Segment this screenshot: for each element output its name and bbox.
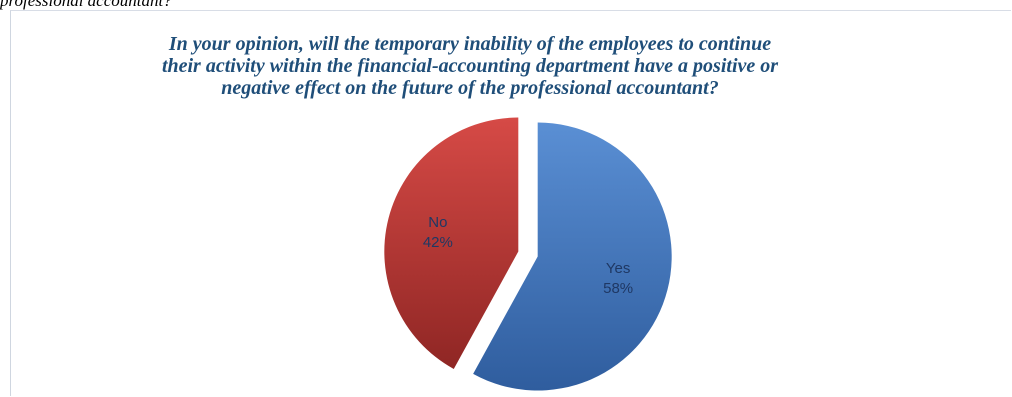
pie-slice-no: [384, 117, 519, 369]
slice-category-no: No: [428, 214, 447, 231]
slice-value-yes: 58%: [603, 280, 633, 297]
chart-title-line-3: negative effect on the future of the pro…: [221, 77, 719, 99]
pie-slice-yes: [473, 122, 672, 391]
slice-category-yes: Yes: [606, 260, 630, 277]
slice-value-no: 42%: [423, 234, 453, 251]
caption-fragment: professional accountant?: [0, 0, 172, 10]
chart-title: In your opinion, will the temporary inab…: [100, 33, 840, 99]
chart-title-line-1: In your opinion, will the temporary inab…: [168, 33, 772, 55]
chart-title-line-2: their activity within the financial-acco…: [161, 55, 779, 77]
chart-frame: [10, 10, 1011, 396]
slice-label-yes: Yes 58%: [603, 260, 633, 297]
slice-label-no: No 42%: [423, 214, 453, 251]
